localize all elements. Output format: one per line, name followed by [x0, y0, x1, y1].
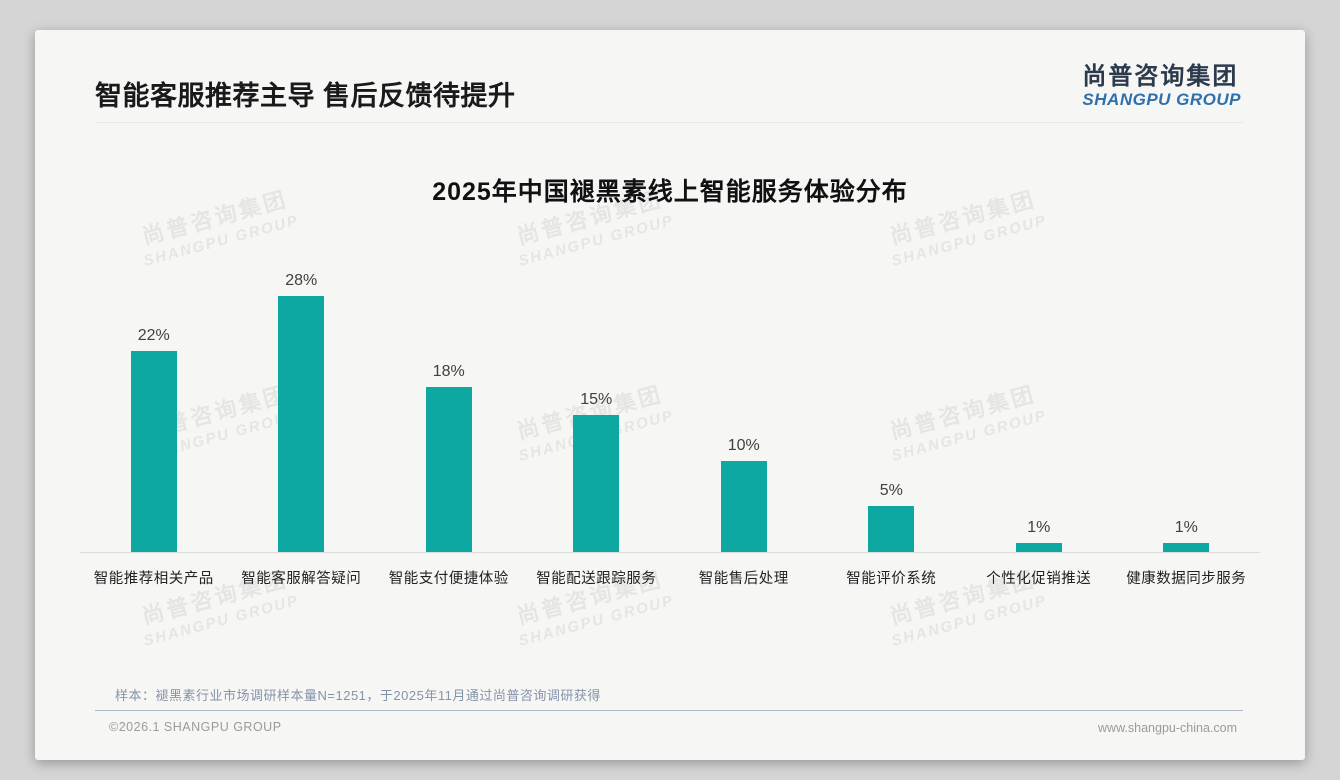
- bar-column: 10%: [670, 266, 818, 552]
- bar: [1163, 543, 1210, 552]
- bar-column: 5%: [818, 266, 966, 552]
- bar-value-label: 1%: [1174, 519, 1198, 536]
- header-divider: [95, 122, 1243, 123]
- bar-category-label: 智能客服解答疑问: [241, 571, 362, 587]
- footer-copyright: ©2026.1 SHANGPU GROUP: [109, 720, 282, 734]
- bar-column: 18%: [375, 266, 523, 552]
- bar-column: 1%: [965, 266, 1113, 552]
- bar-chart: 22% 28% 18% 15% 10% 5% 1% 1% 智能推荐相关产品 智能客服解答疑问 智能…: [80, 266, 1260, 588]
- bar-category-label: 智能推荐相关产品: [93, 571, 214, 587]
- bar-column: 1%: [1113, 266, 1261, 552]
- bar: [1015, 543, 1062, 552]
- sample-note: 样本：褪黑素行业市场调研样本量N=1251，于2025年11月通过尚普咨询调研获…: [115, 688, 601, 703]
- logo-text-cn: 尚普咨询集团: [1082, 63, 1239, 90]
- bar-value-label: 28%: [285, 272, 318, 289]
- footer-website: www.shangpu-china.com: [1098, 721, 1237, 735]
- bar-category-label: 智能评价系统: [846, 571, 937, 587]
- page-title: 智能客服推荐主导 售后反馈待提升: [95, 81, 516, 111]
- bar-column: 15%: [523, 266, 671, 552]
- bar-column: 28%: [228, 266, 376, 552]
- company-logo: 尚普咨询集团 SHANGPU GROUP: [1082, 64, 1241, 110]
- bar-value-label: 22%: [137, 327, 170, 344]
- bar-category-label: 智能支付便捷体验: [388, 571, 509, 587]
- bar-value-label: 1%: [1027, 519, 1051, 536]
- chart-plot-area: 22% 28% 18% 15% 10% 5% 1% 1%: [80, 266, 1260, 553]
- bar: [868, 506, 915, 552]
- slide-card: 尚普咨询集团 SHANGPU GROUP 尚普咨询集团 SHANGPU GROUP 尚普…: [35, 30, 1305, 760]
- bar-value-label: 15%: [580, 391, 613, 408]
- bar-value-label: 10%: [727, 437, 760, 454]
- bar: [425, 387, 472, 552]
- bar-category-label: 健康数据同步服务: [1126, 571, 1247, 587]
- bar: [573, 415, 620, 552]
- bar-value-label: 18%: [432, 363, 465, 380]
- logo-text-en: SHANGPU GROUP: [1082, 90, 1241, 109]
- chart-category-axis: 智能推荐相关产品 智能客服解答疑问 智能支付便捷体验 智能配送跟踪服务 智能售后处理 智能…: [80, 567, 1260, 588]
- bar: [130, 351, 177, 552]
- bar: [720, 461, 767, 552]
- bar-column: 22%: [80, 266, 228, 552]
- bar: [278, 296, 325, 552]
- bar-category-label: 智能配送跟踪服务: [536, 571, 657, 587]
- chart-title: 2025年中国褪黑素线上智能服务体验分布: [432, 178, 908, 206]
- bar-category-label: 个性化促销推送: [986, 571, 1092, 587]
- footer-divider: [95, 710, 1243, 711]
- bar-category-label: 智能售后处理: [698, 571, 789, 587]
- bar-value-label: 5%: [879, 482, 903, 499]
